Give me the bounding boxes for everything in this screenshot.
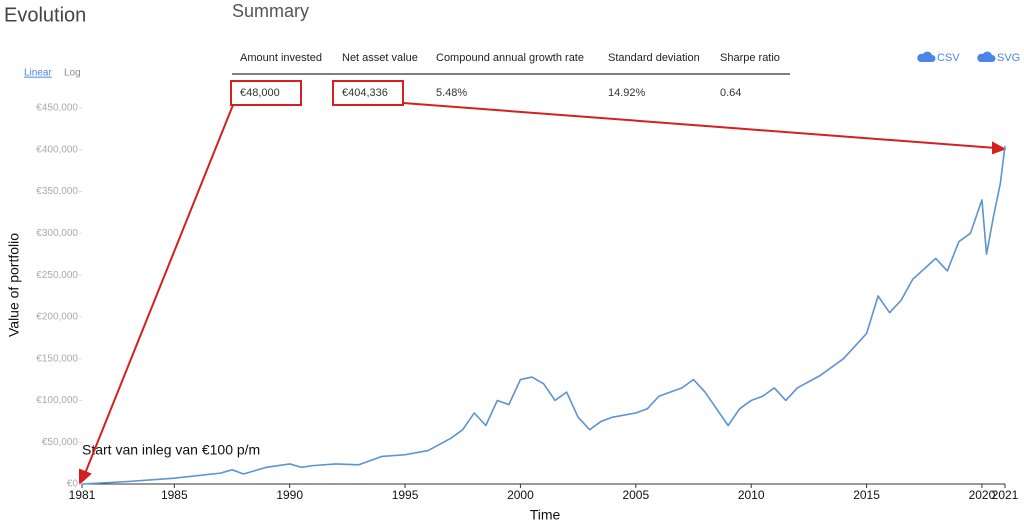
page-title: Evolution — [4, 4, 86, 26]
table-cell: 14.92% — [608, 87, 646, 99]
highlight-box — [230, 80, 302, 106]
table-cell: €404,336 — [342, 87, 388, 99]
summary-title: Summary — [232, 1, 309, 21]
highlight-box — [332, 80, 404, 106]
table-header: Compound annual growth rate — [436, 52, 584, 64]
y-tick-label: €300,000 — [36, 228, 78, 239]
table-cell: 0.64 — [720, 87, 741, 99]
y-tick-label: €200,000 — [36, 312, 78, 323]
download-csv[interactable]: CSV — [917, 51, 960, 64]
cloud-icon — [977, 51, 996, 63]
y-tick-label: €400,000 — [36, 144, 78, 155]
x-tick-label: 2010 — [738, 488, 765, 502]
table-header: Standard deviation — [608, 52, 700, 64]
scale-linear[interactable]: Linear — [24, 68, 52, 79]
download-label: SVG — [997, 52, 1020, 64]
table-cell: €48,000 — [240, 87, 280, 99]
x-tick-label: 1995 — [392, 488, 419, 502]
scale-log[interactable]: Log — [64, 68, 81, 79]
y-tick-label: €250,000 — [36, 270, 78, 281]
x-tick-label: 2021 — [992, 488, 1019, 502]
y-tick-label: €100,000 — [36, 395, 78, 406]
x-tick-label: 2015 — [853, 488, 880, 502]
download-label: CSV — [937, 52, 960, 64]
cloud-icon — [917, 51, 936, 63]
arrow — [402, 102, 997, 149]
arrow-head — [79, 468, 92, 486]
y-axis-label: Value of portfolio — [6, 233, 22, 337]
table-header: Sharpe ratio — [720, 52, 780, 64]
table-cell: 5.48% — [436, 87, 467, 99]
download-svg[interactable]: SVG — [977, 51, 1020, 64]
x-tick-label: 1990 — [276, 488, 303, 502]
portfolio-line — [81, 146, 1006, 485]
arrow — [83, 104, 234, 477]
y-tick-label: €50,000 — [42, 437, 79, 448]
y-tick-label: €350,000 — [36, 186, 78, 197]
y-tick-label: €150,000 — [36, 353, 78, 364]
y-tick-label: €0 — [67, 479, 79, 490]
y-tick-label: €450,000 — [36, 103, 78, 114]
x-tick-label: 1985 — [161, 488, 188, 502]
x-tick-label: 2005 — [622, 488, 649, 502]
x-axis-label: Time — [530, 507, 561, 523]
x-tick-label: 1981 — [69, 488, 96, 502]
arrow-head — [992, 141, 1007, 155]
table-header: Net asset value — [342, 52, 418, 64]
x-tick-label: 2000 — [507, 488, 534, 502]
highlight-boxes — [79, 80, 1007, 486]
table-header: Amount invested — [240, 52, 322, 64]
annotation: Start van inleg van €100 p/m — [82, 442, 260, 458]
x-tick-label: 2020 — [969, 488, 996, 502]
